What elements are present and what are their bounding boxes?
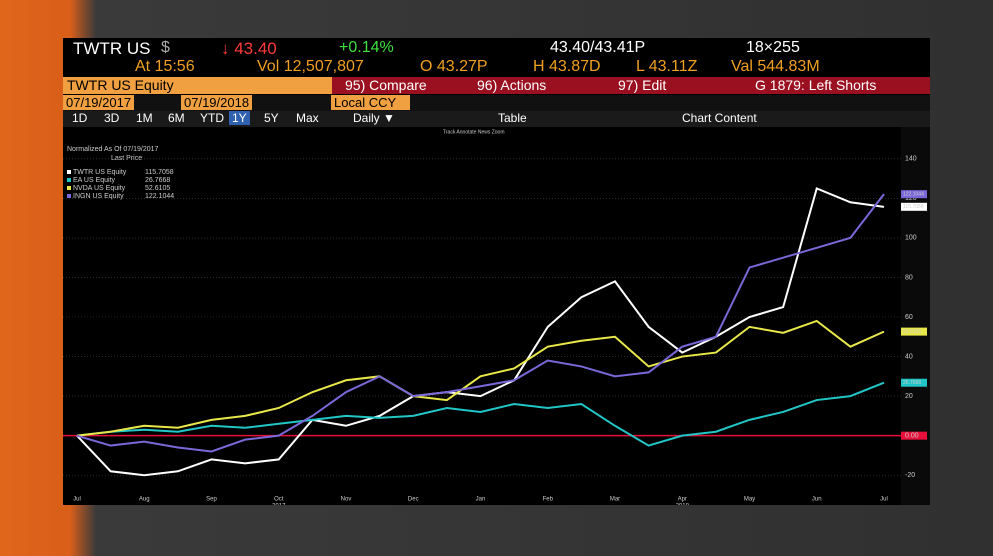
range-button[interactable]: 3D — [104, 111, 120, 125]
legend-swatch — [67, 186, 71, 190]
y-tick-label: 40 — [905, 353, 913, 360]
security[interactable]: TWTR US Equity — [63, 77, 332, 94]
value-traded: Val 544.83M — [731, 58, 820, 75]
x-tick-label: Jul — [880, 497, 888, 503]
legend-name: INGN US Equity — [73, 193, 124, 200]
series-line — [76, 319, 885, 437]
series-line — [76, 187, 885, 477]
x-tick-label: Jul — [73, 497, 81, 503]
terminal-window: TWTR US $ ↓ 43.40 +0.14% 43.40/43.41P 18… — [63, 38, 930, 505]
period[interactable]: Daily ▼ — [353, 111, 395, 125]
x-tick-label: May — [744, 497, 755, 503]
legend-value: 26.7668 — [145, 177, 170, 184]
last-price-box — [901, 202, 927, 211]
table[interactable]: Table — [498, 111, 527, 125]
volume: Vol 12,507,807 — [257, 58, 364, 75]
compare[interactable]: 95) Compare — [345, 77, 427, 93]
ticker: TWTR US — [73, 39, 151, 58]
last-price-label: 26.7668 — [903, 380, 921, 386]
range-button[interactable]: YTD — [200, 111, 224, 125]
axis-panel — [901, 127, 930, 505]
x-tick-label: Mar — [610, 497, 620, 503]
zero-label-box — [901, 431, 927, 440]
chart-tools[interactable]: Track Annotate News Zoom — [443, 129, 505, 135]
legend-name: TWTR US Equity — [73, 169, 127, 176]
low: L 43.11Z — [636, 58, 698, 75]
legend-value: 122.1044 — [145, 193, 174, 200]
high: H 43.87D — [533, 58, 601, 75]
range-button[interactable]: 5Y — [264, 111, 279, 125]
range-button[interactable]: Max — [296, 111, 319, 125]
year-label: 2018 — [676, 504, 690, 505]
toolbar: Daily ▼ Table Chart Content 1D 3D 1M 6M YTD 1… — [63, 111, 930, 127]
series-line — [76, 381, 885, 447]
change: +0.14% — [339, 39, 394, 56]
date-bar: 07/19/2017 07/19/2018 Local CCY — [63, 95, 930, 111]
time: At 15:56 — [135, 58, 195, 75]
x-tick-label: Apr — [678, 497, 687, 503]
legend-swatch — [67, 194, 71, 198]
range-button[interactable]: 1Y — [229, 111, 250, 125]
edit[interactable]: 97) Edit — [618, 77, 667, 93]
currency-select[interactable]: Local CCY — [331, 95, 411, 110]
currency: $ — [161, 39, 170, 56]
last-price-label: 52.6105 — [903, 329, 921, 335]
legend-value: 115.7058 — [145, 169, 174, 176]
x-tick-label: Nov — [341, 497, 352, 503]
x-tick-label: Oct — [274, 497, 284, 503]
legend-name: NVDA US Equity — [73, 185, 126, 192]
chart-title: Normalized As Of 07/19/2017 — [67, 146, 159, 153]
chart: Track Annotate News Zoom Normalized As O… — [63, 127, 930, 505]
end-date[interactable]: 07/19/2018 — [181, 95, 253, 110]
y-tick-label: 20 — [905, 393, 913, 400]
start-date[interactable]: 07/19/2017 — [63, 95, 135, 110]
y-tick-label: 140 — [905, 156, 917, 163]
last-price-box — [901, 190, 927, 199]
legend-name: EA US Equity — [73, 177, 116, 184]
quote-bar: TWTR US $ ↓ 43.40 +0.14% 43.40/43.41P 18… — [63, 38, 930, 76]
x-tick-label: Dec — [408, 497, 419, 503]
range-button[interactable]: 1M — [136, 111, 153, 125]
page-title: G 1879: Left Shorts — [755, 77, 877, 93]
y-tick-label: 100 — [905, 235, 917, 242]
legend-swatch — [67, 178, 71, 182]
x-tick-label: Jan — [476, 497, 486, 503]
actions[interactable]: 96) Actions — [477, 77, 547, 93]
legend-swatch — [67, 170, 71, 174]
y-tick-label: -20 — [905, 472, 915, 479]
size: 18×255 — [746, 39, 800, 56]
y-tick-label: 120 — [905, 195, 917, 202]
x-tick-label: Jun — [812, 497, 822, 503]
series-line — [76, 193, 885, 453]
last-price-box — [901, 327, 927, 336]
x-tick-label: Aug — [139, 497, 150, 503]
y-tick-label: 0.00 — [905, 433, 919, 440]
range-button[interactable]: 6M — [168, 111, 185, 125]
chart-subtitle: Last Price — [111, 155, 142, 162]
price: ↓ 43.40 — [221, 39, 277, 58]
y-tick-label: 60 — [905, 314, 913, 321]
y-tick-label: 80 — [905, 274, 913, 281]
last-price-label: 122.1044 — [903, 191, 924, 197]
legend-value: 52.6105 — [145, 185, 170, 192]
year-label: 2017 — [272, 504, 286, 505]
last-price-box — [901, 378, 927, 387]
menu-bar: TWTR US Equity 95) Compare 96) Actions 9… — [63, 77, 930, 94]
x-tick-label: Feb — [543, 497, 554, 503]
open: O 43.27P — [420, 58, 488, 75]
bid-ask: 43.40/43.41P — [550, 39, 646, 56]
chart-content[interactable]: Chart Content — [682, 111, 757, 125]
range-button[interactable]: 1D — [72, 111, 88, 125]
last-price-label: 115.7058 — [903, 204, 924, 210]
x-tick-label: Sep — [206, 497, 217, 503]
